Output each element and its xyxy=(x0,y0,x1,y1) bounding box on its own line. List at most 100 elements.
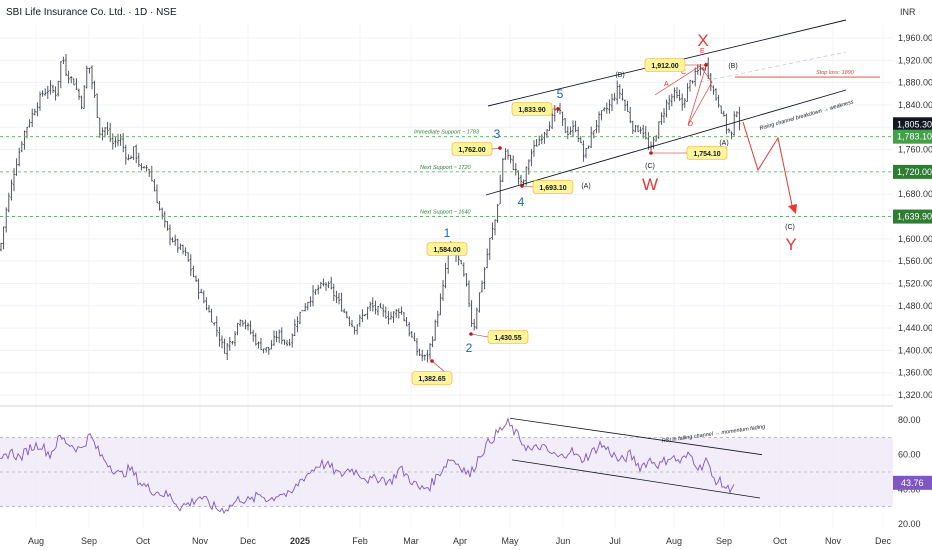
ohlc-bar xyxy=(228,336,231,351)
ohlc-bar xyxy=(28,119,31,128)
ohlc-bar xyxy=(441,279,445,301)
time-label: Sep xyxy=(716,536,732,546)
ohlc-bar xyxy=(376,305,380,316)
price-tick-label: 1,560.00 xyxy=(898,256,932,266)
support-label: Next Support ~ 1720 xyxy=(420,165,472,171)
ohlc-bar xyxy=(665,99,668,118)
price-box xyxy=(451,142,493,156)
price-box xyxy=(686,146,728,160)
ohlc-bar xyxy=(119,133,122,146)
ohlc-bar xyxy=(353,326,356,335)
price-box-dot xyxy=(704,63,708,67)
ohlc-bar xyxy=(330,276,333,290)
ohlc-bar xyxy=(725,113,728,135)
price-box-label: 1,912.00 xyxy=(651,63,678,70)
currency-label: INR xyxy=(900,7,916,17)
ohlc-bar xyxy=(145,165,148,172)
wave-label-black: (B) xyxy=(728,63,737,70)
support-label: Immediate Support ~ 1783 xyxy=(414,130,480,136)
ohlc-bar xyxy=(488,237,491,260)
ohlc-bar xyxy=(707,57,710,79)
price-tick-label: 1,880.00 xyxy=(898,78,932,88)
time-label: Feb xyxy=(352,536,368,546)
price-tick-label: 1,760.00 xyxy=(898,145,932,155)
ohlc-bar xyxy=(397,308,400,319)
price-box-leader xyxy=(470,333,489,338)
ohlc-bar xyxy=(350,319,354,328)
ohlc-bar xyxy=(0,242,3,252)
ohlc-bar xyxy=(75,78,78,91)
price-tick-label: 1,920.00 xyxy=(898,55,932,65)
ohlc-bar xyxy=(41,90,44,97)
ohlc-bar xyxy=(171,237,174,243)
ohlc-bar xyxy=(246,322,250,331)
time-label: Nov xyxy=(825,536,842,546)
ohlc-bar xyxy=(538,135,541,146)
rsi-tag-label: 43.76 xyxy=(901,478,924,488)
ohlc-bar xyxy=(408,322,411,337)
ohlc-bar xyxy=(70,75,73,84)
rsi-tick-label: 80.00 xyxy=(898,415,921,425)
ohlc-bar xyxy=(291,333,294,348)
ohlc-bar xyxy=(470,300,473,327)
ohlc-bar xyxy=(194,275,198,283)
ohlc-bar xyxy=(668,95,671,111)
rsi-line xyxy=(0,417,735,515)
ohlc-bar xyxy=(514,163,517,176)
ohlc-bar xyxy=(496,203,499,223)
ohlc-bar xyxy=(413,332,416,342)
ohlc-bar xyxy=(259,337,263,351)
ohlc-bar xyxy=(465,273,468,287)
wave-label-black: (C) xyxy=(785,224,795,231)
price-tick-label: 1,480.00 xyxy=(898,301,932,311)
ohlc-bar xyxy=(231,341,234,345)
ohlc-bar xyxy=(270,340,273,350)
ohlc-bar xyxy=(415,338,419,356)
ohlc-bar xyxy=(460,260,463,265)
ohlc-bar xyxy=(561,111,564,126)
ohlc-bar xyxy=(298,311,302,325)
ohlc-bar xyxy=(639,126,642,134)
ohlc-bar xyxy=(158,201,161,211)
ohlc-bar xyxy=(730,131,733,140)
ohlc-bar xyxy=(597,111,601,133)
ohlc-bar xyxy=(720,105,723,114)
ohlc-bar xyxy=(340,292,343,312)
ohlc-bar xyxy=(613,92,616,102)
abcde-label: E xyxy=(700,48,705,55)
ohlc-bar xyxy=(345,311,348,319)
ohlc-bar xyxy=(187,252,190,262)
ohlc-bar xyxy=(444,263,447,289)
ohlc-bar xyxy=(722,110,725,117)
ohlc-bar xyxy=(343,308,346,313)
ohlc-bar xyxy=(49,80,52,95)
ohlc-bar xyxy=(673,87,676,102)
ohlc-bar xyxy=(155,184,159,204)
ohlc-bar xyxy=(324,282,328,291)
price-box-dot xyxy=(520,184,524,188)
projection-arrow xyxy=(788,204,797,214)
time-label: Aug xyxy=(666,536,682,546)
ohlc-bar xyxy=(530,149,533,167)
ohlc-bar xyxy=(644,125,647,140)
ohlc-bar xyxy=(501,157,504,183)
ohlc-bar xyxy=(551,110,554,130)
time-label: Jul xyxy=(609,536,621,546)
rsi-channel-upper xyxy=(509,417,763,456)
price-box-label: 1,693.10 xyxy=(539,185,566,192)
price-box xyxy=(426,242,468,256)
ohlc-bar xyxy=(57,80,60,97)
ohlc-bar xyxy=(111,133,114,150)
ohlc-bar xyxy=(116,133,120,147)
time-label: Apr xyxy=(453,536,467,546)
ohlc-bar xyxy=(371,297,374,312)
ohlc-bar xyxy=(382,304,385,318)
ohlc-bar xyxy=(361,309,364,323)
ohlc-bar xyxy=(660,112,663,125)
ohlc-bar xyxy=(322,278,325,287)
ohlc-bar xyxy=(374,300,377,315)
ohlc-bar xyxy=(202,290,205,304)
ohlc-bar xyxy=(592,130,595,139)
